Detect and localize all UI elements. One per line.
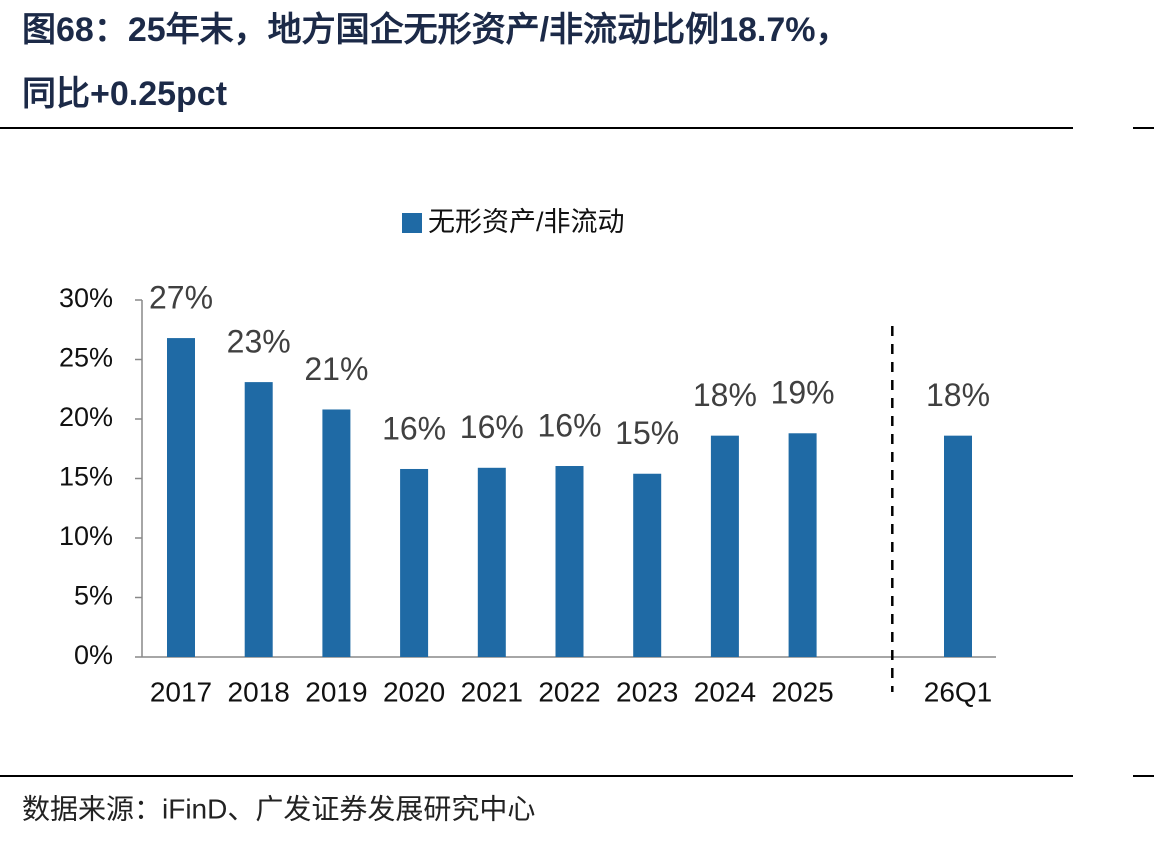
value-label: 16% — [537, 407, 601, 443]
x-tick-label: 2020 — [383, 676, 445, 707]
chart-title: 同比+0.25pct — [22, 75, 227, 113]
bar — [944, 435, 972, 657]
y-tick-label: 15% — [59, 462, 113, 492]
legend-label: 无形资产/非流动 — [428, 207, 625, 237]
bar — [400, 468, 429, 657]
y-tick-label: 5% — [74, 581, 113, 611]
bar — [710, 435, 739, 657]
x-tick-label: 26Q1 — [924, 676, 993, 707]
value-label: 15% — [615, 415, 679, 451]
bar — [167, 338, 195, 657]
bar — [555, 466, 584, 657]
x-tick-label: 2023 — [616, 676, 678, 707]
bar — [477, 467, 506, 657]
x-tick-label: 2024 — [694, 676, 756, 707]
value-label: 18% — [693, 377, 757, 413]
y-tick-label: 0% — [74, 640, 113, 670]
legend-swatch — [402, 213, 422, 233]
y-tick-label: 20% — [59, 402, 113, 432]
y-tick-label: 30% — [59, 283, 113, 313]
bar — [322, 409, 351, 657]
value-label: 27% — [149, 280, 213, 316]
source: 数据来源：iFinD、广发证券发展研究中心 — [22, 793, 535, 824]
bar — [788, 433, 817, 657]
x-tick-label: 2019 — [305, 676, 367, 707]
x-tick-label: 2021 — [461, 676, 523, 707]
bar — [244, 382, 273, 657]
x-tick-label: 2017 — [150, 676, 212, 707]
x-tick-label: 2025 — [771, 676, 833, 707]
value-label: 18% — [926, 377, 990, 413]
value-label: 23% — [227, 324, 291, 360]
y-tick-label: 10% — [59, 521, 113, 551]
chart-title: 图68：25年末，地方国企无形资产/非流动比例18.7%， — [22, 10, 850, 49]
value-label: 16% — [460, 409, 524, 445]
x-tick-label: 2018 — [228, 676, 290, 707]
x-tick-label: 2022 — [538, 676, 600, 707]
value-label: 19% — [771, 375, 835, 411]
bar — [633, 473, 662, 657]
value-label: 16% — [382, 410, 446, 446]
y-tick-label: 25% — [59, 343, 113, 373]
value-label: 21% — [304, 351, 368, 387]
